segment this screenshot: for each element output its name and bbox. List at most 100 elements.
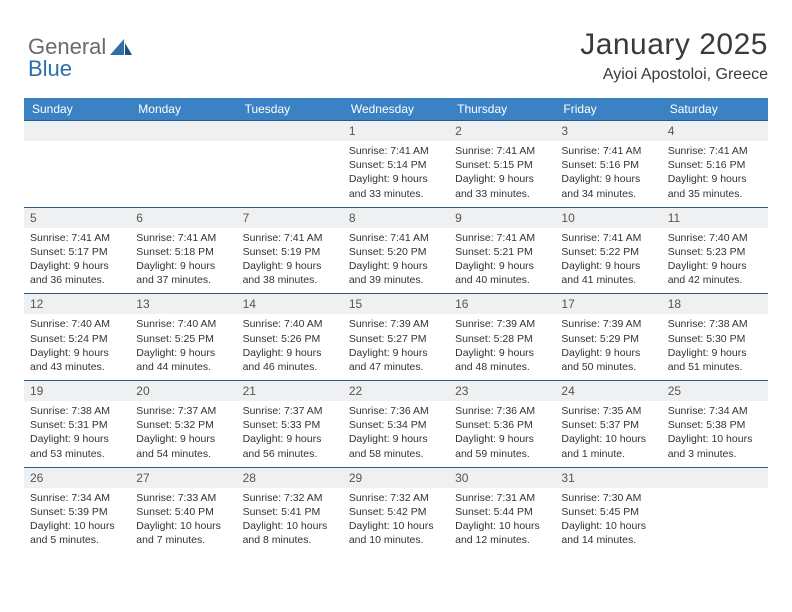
day-number: 18 [662,293,768,314]
day-cell: 18Sunrise: 7:38 AMSunset: 5:30 PMDayligh… [662,293,768,380]
day-number: 12 [24,293,130,314]
day-details: Sunrise: 7:41 AMSunset: 5:14 PMDaylight:… [343,141,449,207]
day-header: Saturday [662,98,768,120]
day-details: Sunrise: 7:30 AMSunset: 5:45 PMDaylight:… [555,488,661,554]
empty-cell [237,120,343,207]
day-cell: 30Sunrise: 7:31 AMSunset: 5:44 PMDayligh… [449,467,555,554]
day-cell: 7Sunrise: 7:41 AMSunset: 5:19 PMDaylight… [237,207,343,294]
day-details [24,141,130,191]
month-title: January 2025 [580,28,768,62]
title-block: January 2025 Ayioi Apostoloi, Greece [580,28,768,84]
day-details: Sunrise: 7:33 AMSunset: 5:40 PMDaylight:… [130,488,236,554]
day-cell: 1Sunrise: 7:41 AMSunset: 5:14 PMDaylight… [343,120,449,207]
day-number: 23 [449,380,555,401]
day-number: 14 [237,293,343,314]
table-row: 19Sunrise: 7:38 AMSunset: 5:31 PMDayligh… [24,380,768,467]
day-cell: 27Sunrise: 7:33 AMSunset: 5:40 PMDayligh… [130,467,236,554]
day-details: Sunrise: 7:41 AMSunset: 5:18 PMDaylight:… [130,228,236,294]
day-details: Sunrise: 7:41 AMSunset: 5:17 PMDaylight:… [24,228,130,294]
day-details: Sunrise: 7:36 AMSunset: 5:34 PMDaylight:… [343,401,449,467]
day-number: 6 [130,207,236,228]
day-cell: 3Sunrise: 7:41 AMSunset: 5:16 PMDaylight… [555,120,661,207]
day-cell: 12Sunrise: 7:40 AMSunset: 5:24 PMDayligh… [24,293,130,380]
day-header: Friday [555,98,661,120]
day-number [24,120,130,141]
day-details: Sunrise: 7:39 AMSunset: 5:29 PMDaylight:… [555,314,661,380]
header-row: General January 2025 Ayioi Apostoloi, Gr… [24,28,768,84]
calendar-body: 1Sunrise: 7:41 AMSunset: 5:14 PMDaylight… [24,120,768,553]
day-number: 27 [130,467,236,488]
calendar-page: General January 2025 Ayioi Apostoloi, Gr… [0,0,792,553]
day-cell: 8Sunrise: 7:41 AMSunset: 5:20 PMDaylight… [343,207,449,294]
day-cell: 2Sunrise: 7:41 AMSunset: 5:15 PMDaylight… [449,120,555,207]
calendar-header: SundayMondayTuesdayWednesdayThursdayFrid… [24,98,768,120]
day-number: 10 [555,207,661,228]
day-cell: 23Sunrise: 7:36 AMSunset: 5:36 PMDayligh… [449,380,555,467]
day-number: 16 [449,293,555,314]
day-details [130,141,236,191]
day-header: Monday [130,98,236,120]
day-details: Sunrise: 7:31 AMSunset: 5:44 PMDaylight:… [449,488,555,554]
day-cell: 21Sunrise: 7:37 AMSunset: 5:33 PMDayligh… [237,380,343,467]
day-cell: 14Sunrise: 7:40 AMSunset: 5:26 PMDayligh… [237,293,343,380]
day-header: Tuesday [237,98,343,120]
logo-text-2: Blue [28,56,72,82]
day-number: 15 [343,293,449,314]
day-number: 8 [343,207,449,228]
day-details: Sunrise: 7:40 AMSunset: 5:25 PMDaylight:… [130,314,236,380]
day-number: 30 [449,467,555,488]
day-details: Sunrise: 7:38 AMSunset: 5:31 PMDaylight:… [24,401,130,467]
day-details: Sunrise: 7:40 AMSunset: 5:26 PMDaylight:… [237,314,343,380]
day-cell: 28Sunrise: 7:32 AMSunset: 5:41 PMDayligh… [237,467,343,554]
day-details: Sunrise: 7:37 AMSunset: 5:32 PMDaylight:… [130,401,236,467]
day-number: 29 [343,467,449,488]
day-details: Sunrise: 7:40 AMSunset: 5:24 PMDaylight:… [24,314,130,380]
table-row: 26Sunrise: 7:34 AMSunset: 5:39 PMDayligh… [24,467,768,554]
day-details [237,141,343,191]
day-number: 13 [130,293,236,314]
day-details: Sunrise: 7:41 AMSunset: 5:22 PMDaylight:… [555,228,661,294]
day-number: 5 [24,207,130,228]
empty-cell [24,120,130,207]
day-details: Sunrise: 7:41 AMSunset: 5:21 PMDaylight:… [449,228,555,294]
day-details: Sunrise: 7:41 AMSunset: 5:19 PMDaylight:… [237,228,343,294]
empty-cell [130,120,236,207]
day-number: 20 [130,380,236,401]
day-cell: 29Sunrise: 7:32 AMSunset: 5:42 PMDayligh… [343,467,449,554]
day-number: 26 [24,467,130,488]
day-details: Sunrise: 7:38 AMSunset: 5:30 PMDaylight:… [662,314,768,380]
day-number: 7 [237,207,343,228]
day-number: 25 [662,380,768,401]
day-number: 31 [555,467,661,488]
day-cell: 31Sunrise: 7:30 AMSunset: 5:45 PMDayligh… [555,467,661,554]
day-cell: 24Sunrise: 7:35 AMSunset: 5:37 PMDayligh… [555,380,661,467]
day-details: Sunrise: 7:34 AMSunset: 5:38 PMDaylight:… [662,401,768,467]
day-number: 9 [449,207,555,228]
empty-cell [662,467,768,554]
day-number: 17 [555,293,661,314]
day-number: 24 [555,380,661,401]
day-cell: 20Sunrise: 7:37 AMSunset: 5:32 PMDayligh… [130,380,236,467]
day-number: 11 [662,207,768,228]
day-cell: 10Sunrise: 7:41 AMSunset: 5:22 PMDayligh… [555,207,661,294]
day-number [237,120,343,141]
sail-icon [108,37,134,57]
day-cell: 11Sunrise: 7:40 AMSunset: 5:23 PMDayligh… [662,207,768,294]
day-cell: 6Sunrise: 7:41 AMSunset: 5:18 PMDaylight… [130,207,236,294]
day-details: Sunrise: 7:34 AMSunset: 5:39 PMDaylight:… [24,488,130,554]
day-details [662,488,768,538]
day-cell: 13Sunrise: 7:40 AMSunset: 5:25 PMDayligh… [130,293,236,380]
day-details: Sunrise: 7:32 AMSunset: 5:41 PMDaylight:… [237,488,343,554]
day-cell: 15Sunrise: 7:39 AMSunset: 5:27 PMDayligh… [343,293,449,380]
calendar-table: SundayMondayTuesdayWednesdayThursdayFrid… [24,98,768,553]
day-details: Sunrise: 7:35 AMSunset: 5:37 PMDaylight:… [555,401,661,467]
day-details: Sunrise: 7:41 AMSunset: 5:20 PMDaylight:… [343,228,449,294]
day-number: 22 [343,380,449,401]
day-number: 2 [449,120,555,141]
day-details: Sunrise: 7:32 AMSunset: 5:42 PMDaylight:… [343,488,449,554]
day-number: 28 [237,467,343,488]
day-details: Sunrise: 7:36 AMSunset: 5:36 PMDaylight:… [449,401,555,467]
day-details: Sunrise: 7:37 AMSunset: 5:33 PMDaylight:… [237,401,343,467]
location-label: Ayioi Apostoloi, Greece [580,66,768,84]
day-details: Sunrise: 7:40 AMSunset: 5:23 PMDaylight:… [662,228,768,294]
